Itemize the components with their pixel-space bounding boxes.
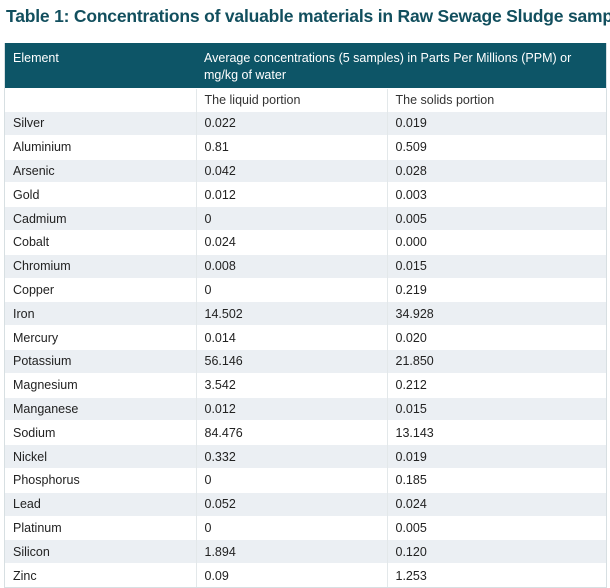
table-row: Cadmium 0 0.005 <box>5 206 606 231</box>
cell-element: Phosphorus <box>5 467 196 493</box>
cell-solids: 0.212 <box>386 372 606 398</box>
cell-liquid: 0 <box>195 277 387 302</box>
cell-element: Mercury <box>5 325 196 350</box>
cell-element: Copper <box>5 277 196 302</box>
table-row: Manganese 0.012 0.015 <box>5 396 606 421</box>
cell-solids: 0.185 <box>386 467 606 493</box>
cell-element: Sodium <box>5 420 196 445</box>
cell-element: Silicon <box>5 539 196 564</box>
cell-element: Arsenic <box>5 158 196 183</box>
cell-solids: 34.928 <box>386 301 606 326</box>
cell-liquid: 0.09 <box>195 563 387 587</box>
table-row: Magnesium 3.542 0.212 <box>5 372 606 398</box>
subheader-solids: The solids portion <box>386 88 606 112</box>
table-row: Silver 0.022 0.019 <box>5 111 606 136</box>
concentrations-table: Element Average concentrations (5 sample… <box>5 43 606 587</box>
cell-element: Magnesium <box>5 372 196 398</box>
table-row: Aluminium 0.81 0.509 <box>5 134 606 160</box>
table-row: Platinum 0 0.005 <box>5 515 606 540</box>
header-average-concentrations: Average concentrations (5 samples) in Pa… <box>196 43 606 89</box>
cell-solids: 0.028 <box>386 158 606 183</box>
subheader-row: The liquid portion The solids portion <box>5 88 606 112</box>
cell-solids: 0.000 <box>386 229 606 255</box>
table-container: Element Average concentrations (5 sample… <box>4 43 607 588</box>
cell-liquid: 1.894 <box>195 539 387 564</box>
cell-element: Gold <box>5 182 196 207</box>
cell-liquid: 0.012 <box>195 396 387 421</box>
cell-liquid: 0 <box>195 467 387 493</box>
cell-liquid: 84.476 <box>195 420 387 445</box>
table-row: Potassium 56.146 21.850 <box>5 348 606 374</box>
cell-solids: 0.005 <box>386 515 606 540</box>
cell-liquid: 14.502 <box>195 301 387 326</box>
cell-liquid: 0.014 <box>195 325 387 350</box>
cell-element: Cobalt <box>5 229 196 255</box>
cell-liquid: 0.008 <box>195 253 387 279</box>
table-row: Phosphorus 0 0.185 <box>5 467 606 493</box>
subheader-blank <box>5 88 196 112</box>
cell-element: Lead <box>5 491 196 517</box>
cell-element: Potassium <box>5 348 196 374</box>
table-row: Mercury 0.014 0.020 <box>5 325 606 350</box>
cell-solids: 0.120 <box>386 539 606 564</box>
cell-solids: 0.509 <box>386 134 606 160</box>
cell-element: Zinc <box>5 563 196 587</box>
header-element: Element <box>5 43 196 89</box>
cell-liquid: 0.332 <box>195 444 387 469</box>
table-row: Silicon 1.894 0.120 <box>5 539 606 564</box>
cell-solids: 0.005 <box>386 206 606 231</box>
cell-solids: 0.015 <box>386 396 606 421</box>
table-title: Table 1: Concentrations of valuable mate… <box>6 6 610 26</box>
cell-element: Nickel <box>5 444 196 469</box>
cell-solids: 0.019 <box>386 444 606 469</box>
cell-liquid: 3.542 <box>195 372 387 398</box>
cell-solids: 0.019 <box>386 111 606 136</box>
cell-liquid: 56.146 <box>195 348 387 374</box>
cell-element: Platinum <box>5 515 196 540</box>
cell-liquid: 0 <box>195 206 387 231</box>
cell-solids: 0.024 <box>386 491 606 517</box>
table-row: Arsenic 0.042 0.028 <box>5 158 606 183</box>
cell-liquid: 0.024 <box>195 229 387 255</box>
cell-element: Iron <box>5 301 196 326</box>
cell-element: Aluminium <box>5 134 196 160</box>
cell-element: Manganese <box>5 396 196 421</box>
cell-element: Chromium <box>5 253 196 279</box>
table-row: Iron 14.502 34.928 <box>5 301 606 326</box>
cell-solids: 13.143 <box>386 420 606 445</box>
cell-solids: 0.219 <box>386 277 606 302</box>
table-row: Cobalt 0.024 0.000 <box>5 229 606 255</box>
cell-liquid: 0 <box>195 515 387 540</box>
table-header-row: Element Average concentrations (5 sample… <box>5 43 606 89</box>
cell-liquid: 0.022 <box>195 111 387 136</box>
cell-liquid: 0.042 <box>195 158 387 183</box>
table-row: Gold 0.012 0.003 <box>5 182 606 207</box>
subheader-liquid: The liquid portion <box>195 88 387 112</box>
table-row: Chromium 0.008 0.015 <box>5 253 606 279</box>
table-row: Zinc 0.09 1.253 <box>5 563 606 587</box>
cell-liquid: 0.81 <box>195 134 387 160</box>
table-row: Nickel 0.332 0.019 <box>5 444 606 469</box>
table-row: Copper 0 0.219 <box>5 277 606 302</box>
cell-solids: 0.015 <box>386 253 606 279</box>
cell-liquid: 0.052 <box>195 491 387 517</box>
cell-element: Silver <box>5 111 196 136</box>
cell-solids: 1.253 <box>386 563 606 587</box>
table-row: Sodium 84.476 13.143 <box>5 420 606 445</box>
cell-solids: 0.003 <box>386 182 606 207</box>
cell-liquid: 0.012 <box>195 182 387 207</box>
table-row: Lead 0.052 0.024 <box>5 491 606 517</box>
cell-element: Cadmium <box>5 206 196 231</box>
cell-solids: 21.850 <box>386 348 606 374</box>
cell-solids: 0.020 <box>386 325 606 350</box>
